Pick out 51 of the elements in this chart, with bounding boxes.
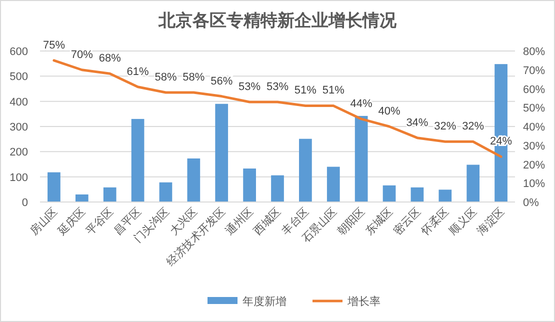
bar bbox=[271, 175, 284, 202]
bar bbox=[215, 104, 228, 202]
y2-tick-label: 30% bbox=[523, 140, 546, 152]
y-tick-label: 0 bbox=[22, 197, 28, 209]
y-tick-label: 100 bbox=[10, 172, 28, 184]
y2-tick-label: 10% bbox=[523, 178, 546, 190]
legend-label: 年度新增 bbox=[242, 295, 286, 308]
y2-tick-label: 70% bbox=[523, 64, 546, 77]
data-label: 44% bbox=[350, 98, 373, 110]
y-tick-label: 300 bbox=[10, 122, 28, 134]
data-label: 51% bbox=[322, 84, 345, 97]
bar bbox=[438, 190, 452, 202]
y2-tick-label: 50% bbox=[523, 102, 546, 115]
y2-tick-label: 0% bbox=[523, 197, 540, 209]
data-label: 56% bbox=[210, 75, 233, 88]
y-tick-label: 200 bbox=[10, 146, 28, 159]
data-label: 75% bbox=[42, 39, 66, 52]
chart-title: 北京各区专精特新企业增长情况 bbox=[158, 11, 398, 30]
data-label: 61% bbox=[126, 66, 150, 78]
data-label: 53% bbox=[266, 80, 289, 93]
bar bbox=[299, 138, 312, 202]
y2-tick-label: 80% bbox=[523, 46, 546, 58]
bar bbox=[48, 172, 60, 202]
data-label: 70% bbox=[70, 48, 94, 61]
bar bbox=[382, 185, 396, 202]
y2-tick-label: 60% bbox=[523, 84, 546, 96]
bar bbox=[75, 194, 88, 202]
legend-label: 增长率 bbox=[346, 295, 380, 308]
bar bbox=[159, 182, 172, 202]
y-tick-label: 400 bbox=[10, 96, 28, 108]
data-label: 51% bbox=[294, 84, 317, 97]
data-label: 32% bbox=[462, 120, 484, 133]
y2-tick-label: 40% bbox=[523, 122, 546, 134]
bar bbox=[326, 166, 340, 202]
data-label: 53% bbox=[238, 80, 261, 93]
data-label: 68% bbox=[98, 52, 122, 65]
bar bbox=[103, 187, 116, 202]
bar bbox=[354, 116, 368, 202]
bar bbox=[131, 118, 144, 202]
bar bbox=[466, 164, 480, 202]
bar bbox=[410, 187, 424, 202]
data-label: 40% bbox=[378, 106, 400, 118]
bar bbox=[187, 158, 200, 202]
data-label: 34% bbox=[406, 116, 428, 129]
data-label: 58% bbox=[182, 72, 205, 84]
y-tick-label: 500 bbox=[10, 71, 28, 84]
y-tick-label: 600 bbox=[10, 46, 28, 58]
data-label: 32% bbox=[434, 120, 456, 133]
data-label: 58% bbox=[154, 72, 177, 84]
bar bbox=[243, 168, 256, 202]
y2-tick-label: 20% bbox=[523, 159, 546, 172]
